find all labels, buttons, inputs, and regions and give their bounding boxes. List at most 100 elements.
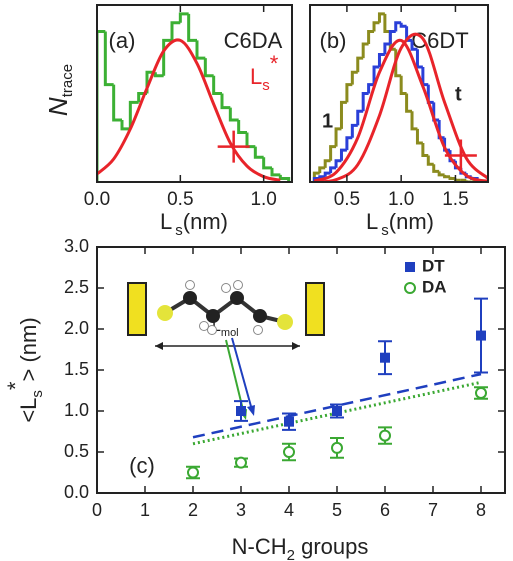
annotation-sub: s	[262, 77, 270, 94]
arrow-head	[247, 405, 255, 416]
histogram-bin	[178, 12, 189, 23]
trend-line	[192, 372, 482, 439]
pointer-arrow	[231, 337, 253, 411]
y-axis-label: Ntrace	[43, 64, 77, 116]
histogram-bin	[97, 30, 106, 182]
histogram-bin	[262, 157, 272, 170]
histogram-bin	[437, 171, 445, 177]
x-tick-label: 4	[284, 500, 294, 520]
x-axis-label: N-CH2 groups	[232, 534, 369, 561]
y-tick-label: 0.5	[64, 441, 89, 461]
histogram-bin	[334, 127, 342, 147]
fit-curve	[313, 38, 488, 182]
histogram-bin	[399, 75, 407, 95]
sulfur	[157, 305, 173, 321]
y-label-sup: *	[3, 381, 28, 390]
x-tick-label: 1	[140, 500, 150, 520]
plot-area	[97, 12, 291, 182]
histogram-bin	[367, 30, 375, 44]
histogram-bin	[464, 180, 472, 182]
x-tick-label: 1.5	[442, 189, 468, 210]
x-tick-label: 5	[332, 500, 342, 520]
electrode	[305, 282, 325, 336]
series-label: t	[455, 83, 462, 105]
sulfur	[277, 314, 293, 330]
histogram-bin	[103, 31, 114, 87]
data-point	[284, 416, 294, 427]
cross-marker	[217, 130, 250, 163]
histogram-bin	[329, 145, 337, 161]
histogram-bin	[112, 84, 122, 122]
fit-curve	[314, 32, 488, 182]
histogram-bin	[356, 56, 364, 73]
x-tick-label: 0	[92, 500, 102, 520]
histogram-bin	[187, 13, 197, 42]
y-tick-label: 2.5	[64, 277, 89, 297]
y-label-main: <L	[16, 398, 41, 423]
y-axis-label: <Ls*> (nm)	[3, 317, 46, 422]
histogram-bin	[323, 159, 331, 168]
histogram-bin	[361, 42, 369, 59]
x-tick-label: 0.0	[84, 189, 110, 210]
histogram-bin	[432, 164, 440, 173]
plot-frame	[309, 4, 489, 183]
legend-label: DT	[422, 256, 445, 275]
x-label-sub: s	[175, 222, 183, 239]
hydrogen	[207, 325, 217, 335]
histogram-bin	[278, 174, 291, 182]
histogram-bin	[162, 38, 172, 76]
data-point	[331, 441, 343, 454]
hydrogen	[233, 280, 243, 290]
histogram-bin	[120, 120, 131, 131]
hydrogen	[221, 283, 231, 293]
legend-marker	[405, 262, 415, 272]
annotation-sup: *	[270, 51, 279, 76]
histogram-bin	[329, 166, 337, 174]
histogram-bin	[339, 100, 347, 129]
x-tick-label: 0.5	[334, 189, 360, 210]
histogram-bin	[377, 12, 385, 23]
y-tick-label: 0.0	[64, 482, 89, 502]
data-point	[379, 429, 391, 442]
x-label-main: N-CH	[232, 534, 287, 559]
x-label-unit: (nm)	[183, 209, 228, 234]
y-label-rest: > (nm)	[16, 317, 41, 381]
histogram-bin	[203, 58, 214, 78]
carbon	[253, 309, 267, 323]
x-label-sub: 2	[287, 547, 295, 561]
x-tick-label: 1.0	[388, 189, 414, 210]
histogram-bin	[383, 13, 391, 34]
histogram-bin	[415, 128, 423, 145]
histogram-bin	[195, 40, 206, 60]
histogram-bin	[448, 176, 456, 180]
annotation-main: L	[212, 318, 221, 335]
carbon	[206, 309, 220, 323]
histogram-bin	[377, 53, 385, 67]
histogram-bin	[383, 42, 391, 55]
histogram-bin	[323, 171, 331, 177]
x-tick-label: 1.0	[250, 189, 276, 210]
y-label-main: N	[43, 97, 73, 116]
histogram-bin	[128, 100, 139, 129]
x-label-sub: s	[381, 222, 389, 239]
annotation: Ls*	[250, 51, 279, 94]
data-point	[380, 352, 390, 363]
hydrogen	[185, 280, 195, 290]
histogram-bin	[421, 143, 429, 157]
plot-area	[312, 12, 488, 182]
histogram-bin	[153, 72, 164, 78]
y-label-sub: s	[29, 390, 46, 398]
histogram-bin	[372, 21, 380, 32]
molecule-illustration	[127, 280, 325, 420]
histogram-bin	[345, 83, 353, 103]
annotation: Lmol	[212, 318, 239, 339]
hydrogen	[253, 325, 263, 335]
histogram-bin	[345, 136, 353, 151]
histogram-bin	[421, 66, 429, 87]
carbon	[230, 291, 244, 305]
bond	[163, 295, 286, 324]
histogram-bin	[399, 22, 407, 28]
y-tick-label: 2.0	[64, 318, 89, 338]
histogram-bin	[237, 120, 247, 134]
